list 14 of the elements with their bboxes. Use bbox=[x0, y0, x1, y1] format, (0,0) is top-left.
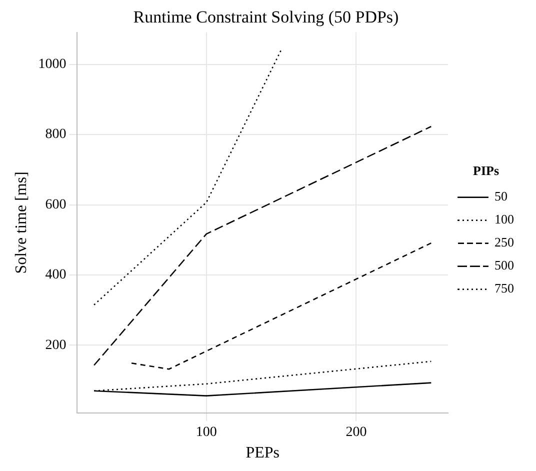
legend-label: 500 bbox=[494, 258, 514, 273]
legend-label: 250 bbox=[494, 234, 514, 250]
chart-title: Runtime Constraint Solving (50 PDPs) bbox=[133, 8, 399, 27]
legend-title: PIPs bbox=[473, 163, 499, 178]
y-tick-label: 200 bbox=[45, 338, 66, 353]
legend-label: 100 bbox=[494, 212, 514, 227]
legend-label: 50 bbox=[494, 188, 508, 204]
legend-label: 750 bbox=[494, 280, 514, 296]
y-axis-title: Solve time [ms] bbox=[12, 172, 30, 274]
y-tick-label: 600 bbox=[45, 197, 66, 212]
y-tick-label: 800 bbox=[45, 127, 66, 142]
x-axis-title: PEPs bbox=[246, 444, 280, 462]
y-tick-label: 400 bbox=[45, 268, 66, 283]
y-tick-label: 1000 bbox=[38, 57, 66, 72]
